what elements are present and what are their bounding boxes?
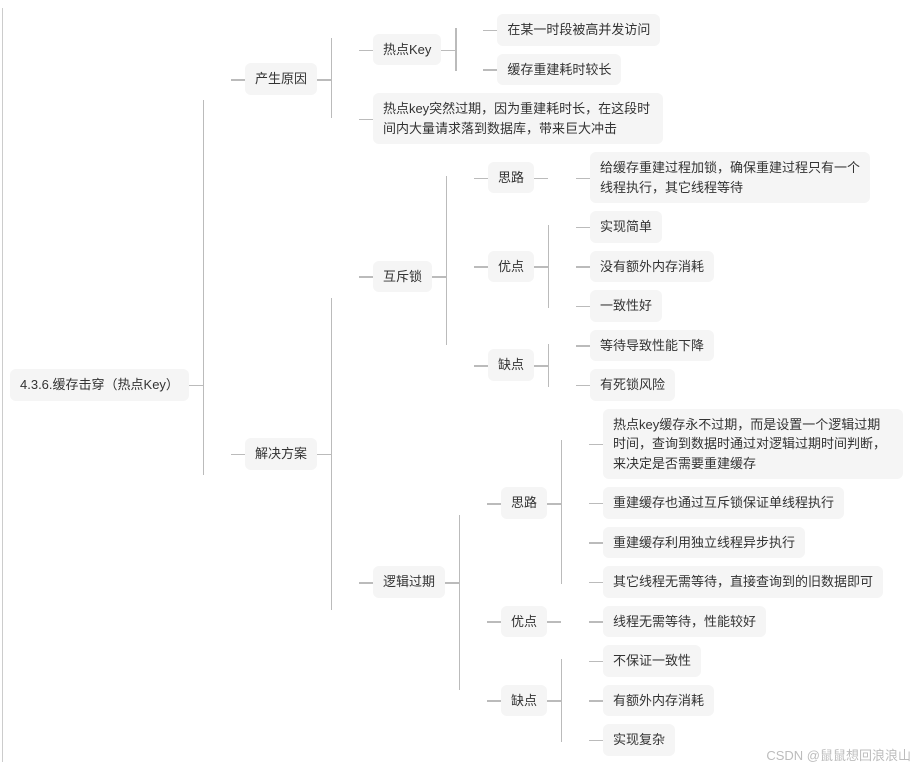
logical-con-2: 有额外内存消耗 xyxy=(603,685,714,717)
sudden-expire-node: 热点key突然过期，因为重建耗时长，在这段时间内大量请求落到数据库，带来巨大冲击 xyxy=(373,93,663,144)
hotkey-node: 热点Key xyxy=(373,34,441,66)
mutex-pro-3: 一致性好 xyxy=(590,290,662,322)
logical-idea-node: 思路 xyxy=(501,487,547,519)
logical-con-1: 不保证一致性 xyxy=(603,645,701,677)
mutex-con-2: 有死锁风险 xyxy=(590,369,675,401)
mutex-con-1: 等待导致性能下降 xyxy=(590,330,714,362)
mutex-pros-node: 优点 xyxy=(488,251,534,283)
logical-pros-node: 优点 xyxy=(501,606,547,638)
logical-pro-1: 线程无需等待，性能较好 xyxy=(603,606,766,638)
mutex-idea-text: 给缓存重建过程加锁，确保重建过程只有一个线程执行，其它线程等待 xyxy=(590,152,870,203)
mutex-pro-1: 实现简单 xyxy=(590,211,662,243)
mutex-idea-node: 思路 xyxy=(488,162,534,194)
mutex-cons-node: 缺点 xyxy=(488,349,534,381)
cause-node: 产生原因 xyxy=(245,63,317,95)
mutex-node: 互斥锁 xyxy=(373,261,432,293)
logical-con-3: 实现复杂 xyxy=(603,724,675,756)
logical-idea-2: 重建缓存也通过互斥锁保证单线程执行 xyxy=(603,487,844,519)
logical-idea-1: 热点key缓存永不过期，而是设置一个逻辑过期时间，查询到数据时通过对逻辑过期时间… xyxy=(603,409,903,480)
mindmap-root: 4.3.6.缓存击穿（热点Key） 产生原因 热点Key 在某一时段被高并发访问… xyxy=(10,10,911,760)
logical-node: 逻辑过期 xyxy=(373,566,445,598)
solution-node: 解决方案 xyxy=(245,438,317,470)
hotkey-leaf-2: 缓存重建耗时较长 xyxy=(497,54,621,86)
logical-idea-3: 重建缓存利用独立线程异步执行 xyxy=(603,527,805,559)
mutex-pro-2: 没有额外内存消耗 xyxy=(590,251,714,283)
root-children: 产生原因 热点Key 在某一时段被高并发访问 缓存重建耗时较长 热点key突然过… xyxy=(245,10,903,760)
logical-cons-node: 缺点 xyxy=(501,685,547,717)
hotkey-leaf-1: 在某一时段被高并发访问 xyxy=(497,14,660,46)
logical-idea-4: 其它线程无需等待，直接查询到的旧数据即可 xyxy=(603,566,883,598)
watermark-text: CSDN @鼠鼠想回浪浪山 xyxy=(766,745,911,764)
root-node: 4.3.6.缓存击穿（热点Key） xyxy=(10,369,189,401)
